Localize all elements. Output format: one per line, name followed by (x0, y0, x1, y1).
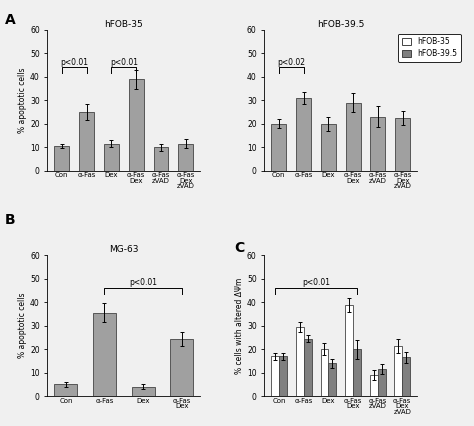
Bar (296, 98, 311, 171)
Text: A: A (5, 13, 16, 27)
Bar (131, 387, 155, 396)
Text: p<0.01: p<0.01 (110, 58, 138, 67)
Title: MG-63: MG-63 (109, 245, 138, 254)
Y-axis label: % cells with altered ΔΨm: % cells with altered ΔΨm (235, 278, 244, 374)
Bar (402, 357, 410, 396)
Bar (370, 375, 378, 396)
Bar (271, 356, 279, 396)
Bar (321, 124, 336, 171)
Bar (129, 79, 144, 171)
Bar (328, 363, 336, 396)
Bar (279, 356, 287, 396)
Text: B: B (5, 213, 15, 227)
Bar (154, 147, 168, 171)
Text: p<0.01: p<0.01 (302, 279, 330, 288)
Bar (304, 339, 312, 396)
Bar (55, 384, 77, 396)
Text: p<0.01: p<0.01 (129, 279, 157, 288)
Bar (104, 144, 119, 171)
Y-axis label: % apoptotic cells: % apoptotic cells (18, 293, 27, 358)
Bar (346, 103, 361, 171)
Bar (296, 327, 304, 396)
Bar (170, 339, 193, 396)
Text: p<0.02: p<0.02 (277, 58, 305, 67)
Bar (320, 349, 328, 396)
Bar (271, 124, 286, 171)
Bar (79, 112, 94, 171)
Bar (394, 345, 402, 396)
Bar (178, 144, 193, 171)
Title: hFOB-39.5: hFOB-39.5 (317, 20, 365, 29)
Bar (93, 313, 116, 396)
Title: hFOB-35: hFOB-35 (104, 20, 143, 29)
Legend: hFOB-35, hFOB-39.5: hFOB-35, hFOB-39.5 (398, 34, 461, 62)
Text: p<0.01: p<0.01 (60, 58, 88, 67)
Text: C: C (234, 241, 244, 255)
Bar (395, 118, 410, 171)
Y-axis label: % apoptotic cells: % apoptotic cells (18, 68, 27, 133)
Bar (55, 146, 69, 171)
Bar (378, 369, 385, 396)
Bar (345, 305, 353, 396)
Bar (353, 349, 361, 396)
Bar (371, 117, 385, 171)
